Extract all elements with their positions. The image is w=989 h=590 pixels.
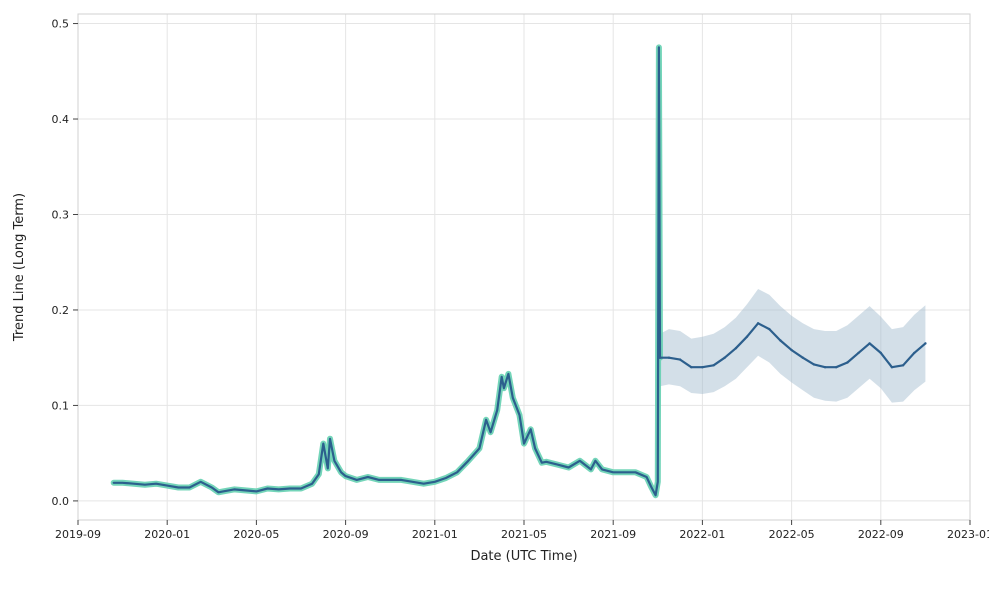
historical-line [114,47,660,495]
y-tick-label: 0.3 [52,208,70,221]
x-tick-label: 2021-01 [412,528,458,541]
y-tick-label: 0.0 [52,495,70,508]
forecast-marker [659,357,661,359]
forecast-marker [690,366,692,368]
y-tick-label: 0.4 [52,113,70,126]
forecast-marker [880,352,882,354]
x-tick-label: 2022-09 [858,528,904,541]
forecast-marker [802,357,804,359]
forecast-marker [835,366,837,368]
forecast-marker [902,364,904,366]
forecast-marker [679,358,681,360]
x-tick-label: 2021-05 [501,528,547,541]
y-tick-label: 0.2 [52,304,70,317]
forecast-marker [868,342,870,344]
x-tick-label: 2020-05 [233,528,279,541]
forecast-confidence-band [660,289,925,403]
forecast-marker [813,363,815,365]
forecast-marker [857,352,859,354]
forecast-marker [701,366,703,368]
forecast-marker [668,357,670,359]
y-tick-label: 0.5 [52,18,70,31]
forecast-marker [846,361,848,363]
forecast-marker [924,342,926,344]
forecast-marker [891,366,893,368]
x-axis-label: Date (UTC Time) [470,549,577,564]
trend-line-chart: 0.0 0.1 0.2 0.3 0.4 0.5 2019-09 2020-01 2020-05 2… [0,0,989,590]
x-tick-label: 2020-01 [144,528,190,541]
forecast-marker [712,364,714,366]
forecast-marker [824,366,826,368]
y-tick-label: 0.1 [52,399,70,412]
y-axis-label: Trend Line (Long Term) [12,193,27,342]
forecast-marker [768,328,770,330]
x-tick-label: 2020-09 [323,528,369,541]
forecast-marker [724,357,726,359]
forecast-marker [757,322,759,324]
x-tick-label: 2022-05 [769,528,815,541]
x-tick-label: 2021-09 [590,528,636,541]
forecast-marker [779,339,781,341]
x-tick-label: 2022-01 [679,528,725,541]
x-tick-label: 2019-09 [55,528,101,541]
forecast-marker [746,336,748,338]
forecast-marker [735,347,737,349]
forecast-marker [790,349,792,351]
forecast-marker [913,352,915,354]
x-tick-label: 2023-01 [947,528,989,541]
historical-halo [114,47,660,495]
chart-svg: 0.0 0.1 0.2 0.3 0.4 0.5 2019-09 2020-01 2020-05 2… [0,0,989,590]
